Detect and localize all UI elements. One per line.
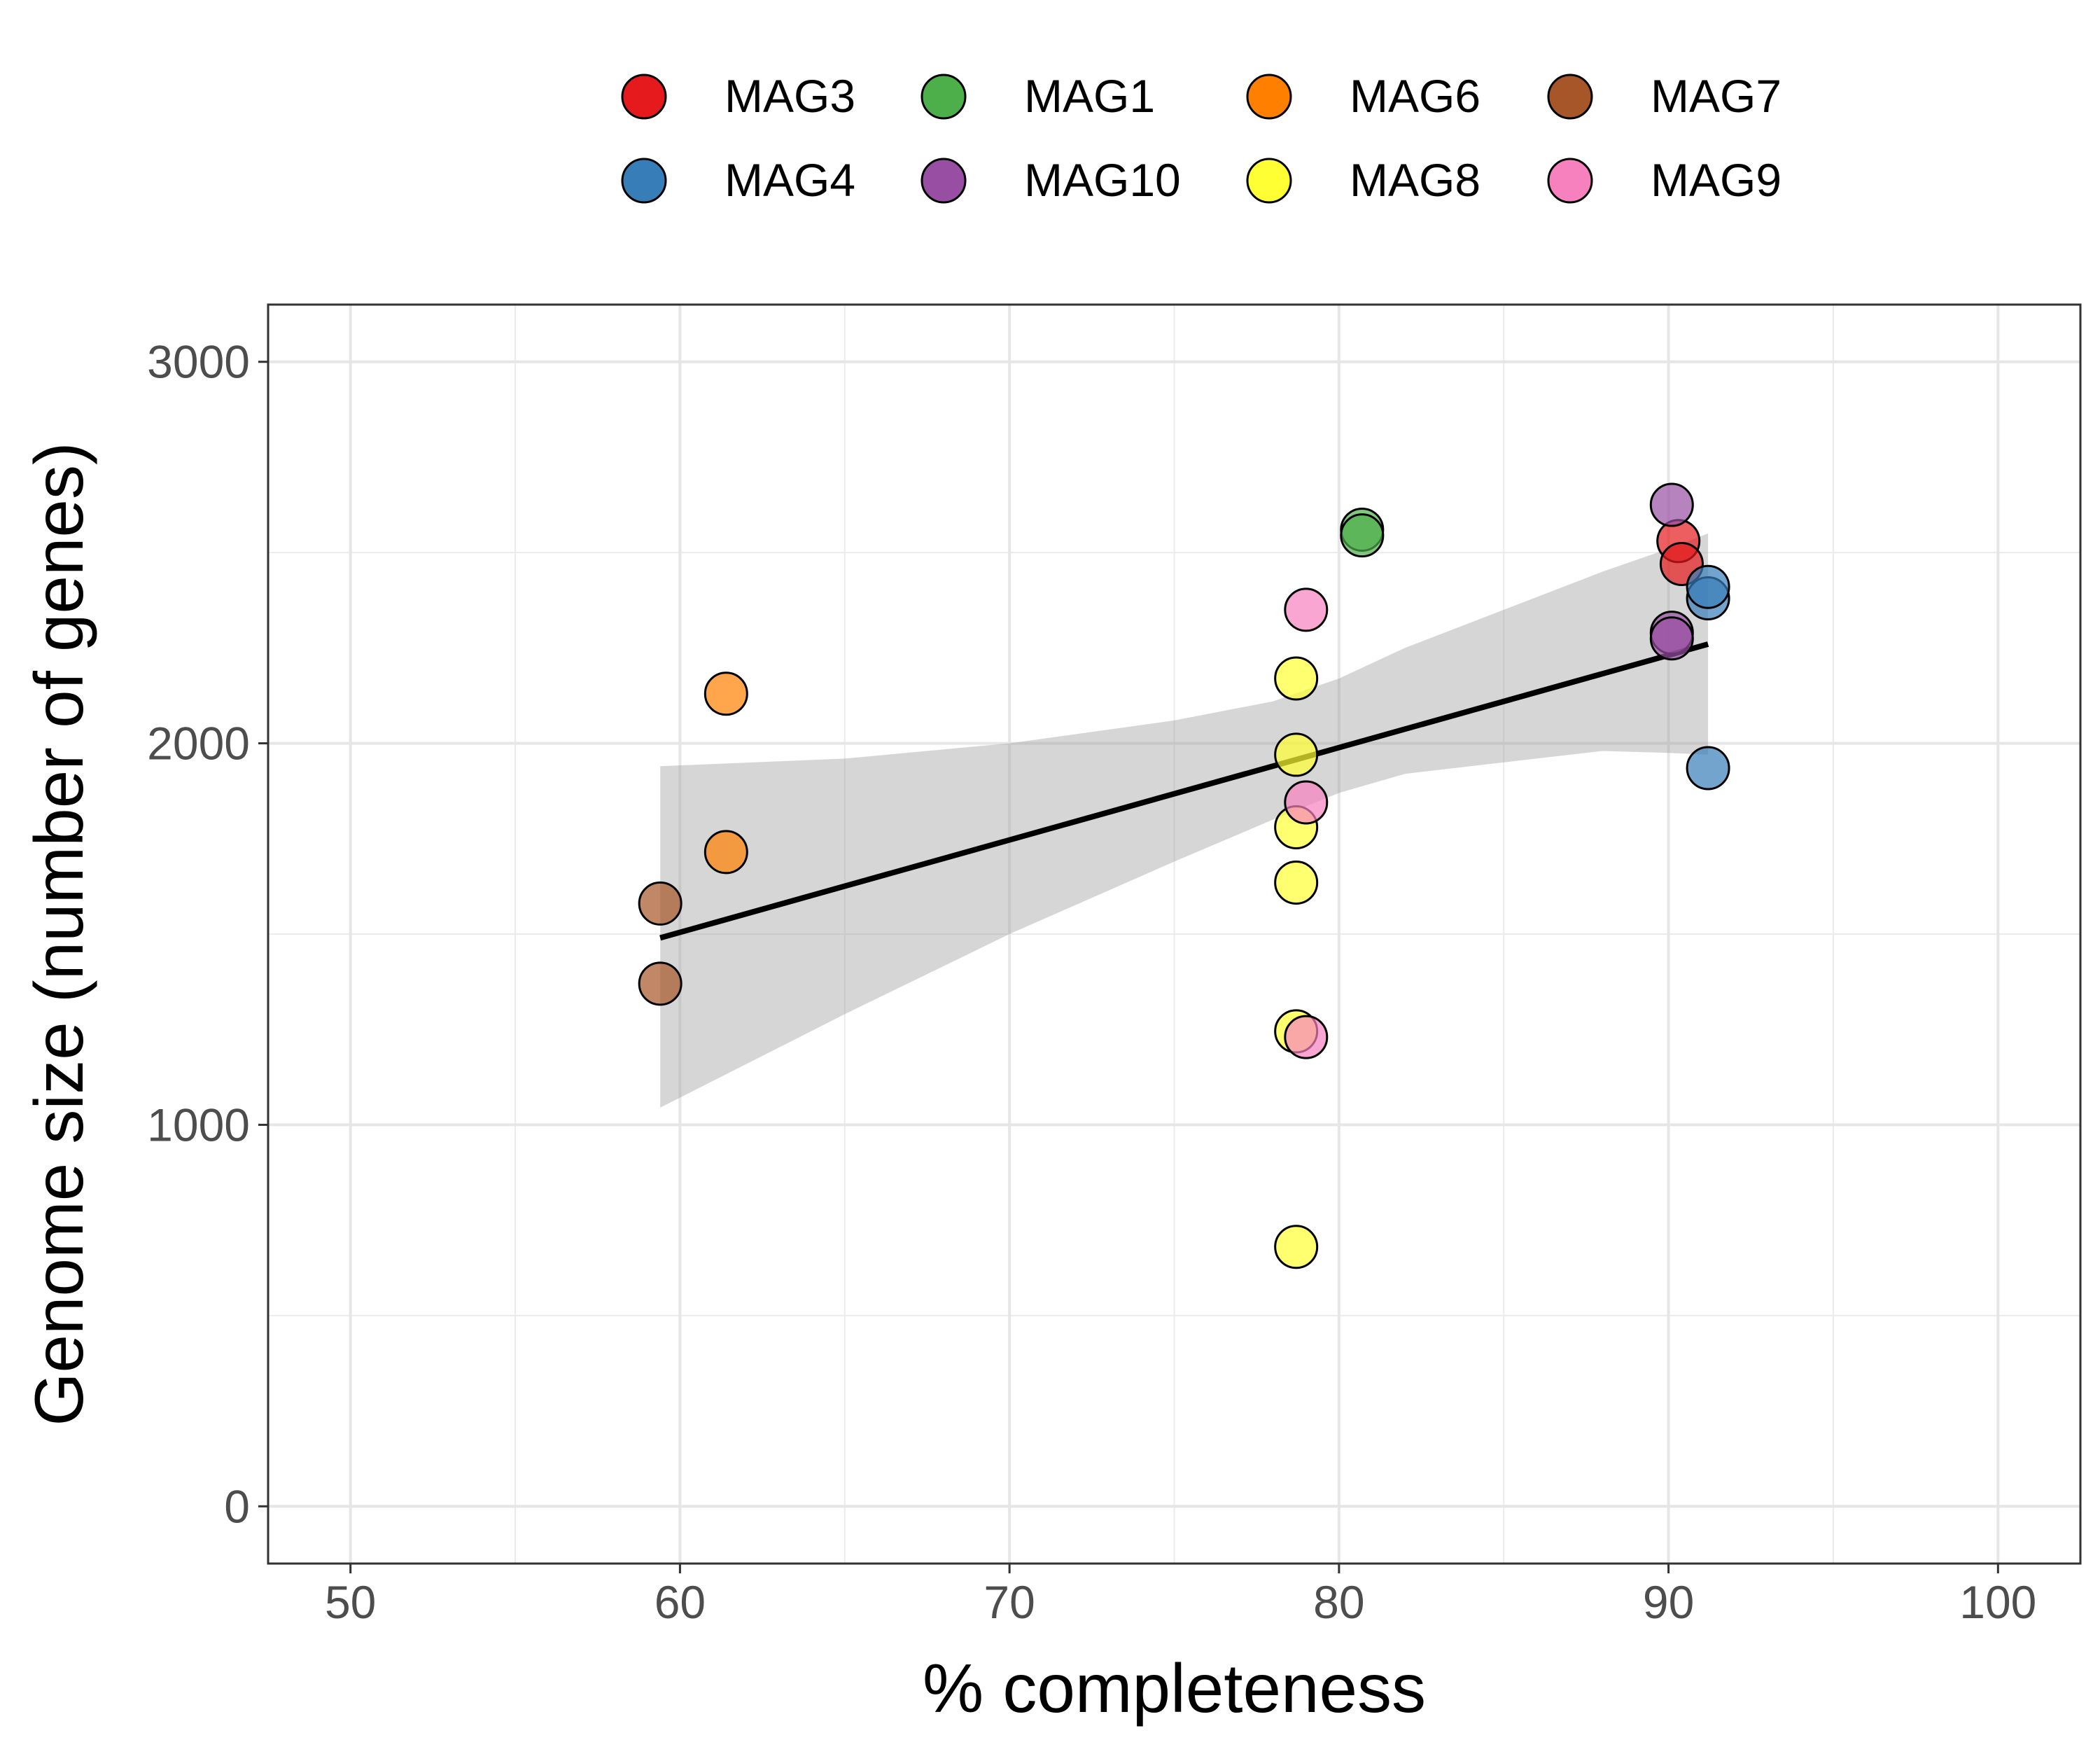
x-tick-label: 50 [325, 1576, 376, 1628]
data-point-mag9 [1284, 587, 1329, 632]
data-point-mag8 [1274, 860, 1319, 905]
data-point-mag6 [704, 830, 748, 875]
x-tick-label: 100 [1959, 1576, 2036, 1628]
data-point-mag9 [1284, 780, 1329, 825]
confidence-band [660, 533, 1709, 1108]
legend-label: MAG1 [1024, 70, 1155, 122]
data-point-mag7 [638, 881, 682, 926]
legend-key-mag9 [1547, 158, 1593, 204]
data-point-mag7 [638, 961, 682, 1006]
axes: % completeness Genome size (number of ge… [20, 336, 2036, 1727]
legend-key-mag6 [1246, 74, 1292, 120]
y-tick-label: 3000 [147, 336, 250, 388]
legend-label: MAG8 [1350, 154, 1480, 206]
x-tick-label: 70 [983, 1576, 1035, 1628]
data-point-mag8 [1274, 656, 1319, 701]
data-point-mag6 [704, 671, 748, 716]
data-point-mag10 [1649, 482, 1694, 527]
legend-label: MAG7 [1651, 70, 1782, 122]
legend-key-mag8 [1246, 158, 1292, 204]
legend-key-mag3 [621, 74, 667, 120]
x-tick-label: 60 [654, 1576, 706, 1628]
data-point-mag8 [1274, 732, 1319, 777]
y-tick-label: 2000 [147, 718, 250, 770]
legend-key-mag7 [1547, 74, 1593, 120]
legend-label: MAG3 [724, 70, 855, 122]
x-tick-label: 90 [1643, 1576, 1694, 1628]
data-point-mag8 [1274, 1225, 1319, 1269]
x-axis-title: % completeness [923, 1650, 1426, 1727]
data-point-mag10 [1649, 616, 1694, 661]
legend-key-mag1 [920, 74, 967, 120]
data-point-mag9 [1284, 1015, 1329, 1059]
points [638, 482, 1730, 1269]
y-tick-label: 0 [224, 1480, 250, 1532]
data-point-mag4 [1686, 746, 1730, 791]
legend-label: MAG6 [1350, 70, 1480, 122]
data-point-mag1 [1340, 513, 1385, 558]
legend-label: MAG4 [724, 154, 855, 206]
data-point-mag4 [1686, 564, 1730, 609]
legend-key-mag4 [621, 158, 667, 204]
y-axis-title: Genome size (number of genes) [20, 442, 97, 1426]
legend-label: MAG10 [1024, 154, 1181, 206]
legend-key-mag10 [920, 158, 967, 204]
plot-frame [267, 303, 2082, 1565]
legend-label: MAG9 [1651, 154, 1782, 206]
y-tick-label: 1000 [147, 1099, 250, 1150]
fit-line-group [659, 641, 1709, 941]
regression-line [659, 641, 1709, 941]
x-tick-label: 80 [1313, 1576, 1364, 1628]
confidence-band-area [660, 533, 1709, 1108]
legend: MAG3 MAG4 MAG1 MAG10 MAG6 MAG8 MAG7 MAG9 [621, 70, 1782, 206]
panel-border [267, 303, 2082, 1565]
